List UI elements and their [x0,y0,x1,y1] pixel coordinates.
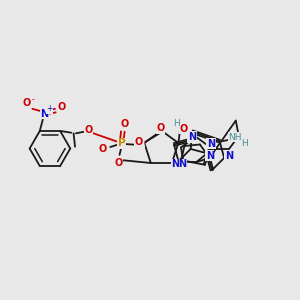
Text: O: O [121,119,129,129]
Text: O: O [99,144,107,154]
Text: NH: NH [228,133,242,142]
Text: O: O [84,125,93,135]
Text: H: H [242,139,248,148]
Text: P: P [118,138,125,148]
Text: O: O [58,102,66,112]
Text: O: O [22,98,31,108]
Text: O: O [115,158,123,168]
Text: H: H [173,119,180,128]
Text: N: N [207,139,215,149]
Text: O: O [135,137,143,147]
Text: N: N [188,132,196,142]
Text: +: + [46,104,52,113]
Text: N: N [171,159,179,169]
Text: N: N [178,159,186,169]
Text: -: - [32,95,34,104]
Text: O: O [136,139,145,149]
Text: O: O [157,123,165,133]
Text: N: N [206,151,214,161]
Text: N: N [40,109,48,118]
Text: N: N [225,151,233,161]
Text: O: O [180,124,188,134]
